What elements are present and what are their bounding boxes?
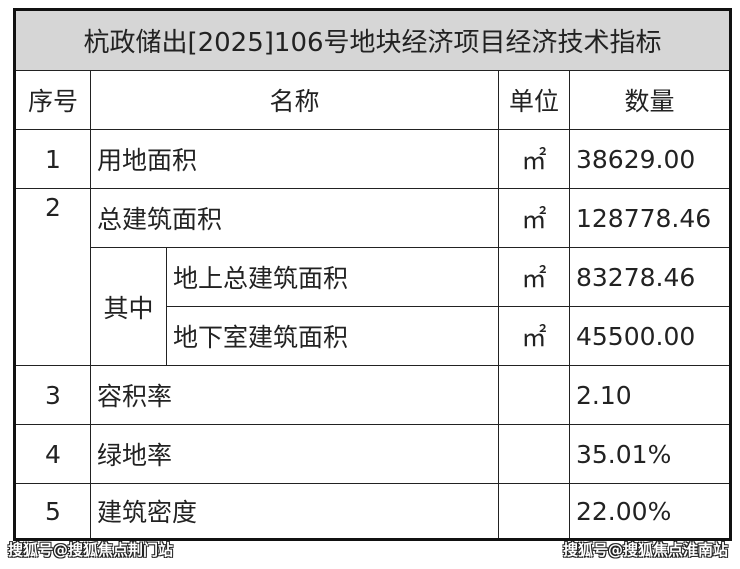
row-no: 4 xyxy=(14,424,91,484)
table-row: 3 容积率 2.10 xyxy=(14,365,731,425)
row-unit: ㎡ xyxy=(498,247,570,307)
row-unit: ㎡ xyxy=(498,188,570,248)
header-row: 序号 名称 单位 数量 xyxy=(14,70,731,130)
row-no: 5 xyxy=(14,483,91,540)
row-name: 建筑密度 xyxy=(90,483,499,540)
row-no: 2 xyxy=(14,188,91,366)
row-qty: 45500.00 xyxy=(569,306,731,366)
header-no: 序号 xyxy=(14,70,91,130)
row-qty: 38629.00 xyxy=(569,129,731,189)
row-no: 1 xyxy=(14,129,91,189)
table-row: 4 绿地率 35.01% xyxy=(14,424,731,484)
row-name: 用地面积 xyxy=(90,129,499,189)
header-name: 名称 xyxy=(90,70,499,130)
row-name: 地上总建筑面积 xyxy=(166,247,499,307)
table-row: 1 用地面积 ㎡ 38629.00 xyxy=(14,129,731,189)
row-qty: 22.00% xyxy=(569,483,731,540)
row-qty: 35.01% xyxy=(569,424,731,484)
table-row: 其中 地上总建筑面积 ㎡ 83278.46 xyxy=(15,247,731,366)
row-qty: 83278.46 xyxy=(569,247,731,307)
row-unit xyxy=(498,365,570,425)
watermark-right: 搜狐号@搜狐焦点淮南站 xyxy=(562,541,728,559)
table-row: 地下室建筑面积 ㎡ 45500.00 xyxy=(15,306,731,366)
row-name: 容积率 xyxy=(90,365,499,425)
row-name: 绿地率 xyxy=(90,424,499,484)
table-row: 2 总建筑面积 ㎡ 128778.46 xyxy=(14,188,731,366)
table-title: 杭政储出[2025]106号地块经济项目经济技术指标 xyxy=(14,9,731,71)
row-unit xyxy=(498,424,570,484)
row-name: 总建筑面积 xyxy=(90,188,499,248)
row-qty: 128778.46 xyxy=(569,188,731,248)
row-unit: ㎡ xyxy=(498,129,570,189)
row-name: 地下室建筑面积 xyxy=(166,306,499,366)
row-qty: 2.10 xyxy=(569,365,731,425)
row-unit: ㎡ xyxy=(498,306,570,366)
header-unit: 单位 xyxy=(498,70,570,130)
indicator-table: 杭政储出[2025]106号地块经济项目经济技术指标 序号 名称 单位 数量 1… xyxy=(13,8,732,541)
row-no: 3 xyxy=(14,365,91,425)
sub-group-label: 其中 xyxy=(90,247,167,366)
row-unit xyxy=(498,483,570,540)
table-row: 5 建筑密度 22.00% xyxy=(14,483,731,540)
header-qty: 数量 xyxy=(569,70,731,130)
watermark-left: 搜狐号@搜狐焦点荆门站 xyxy=(8,541,174,559)
